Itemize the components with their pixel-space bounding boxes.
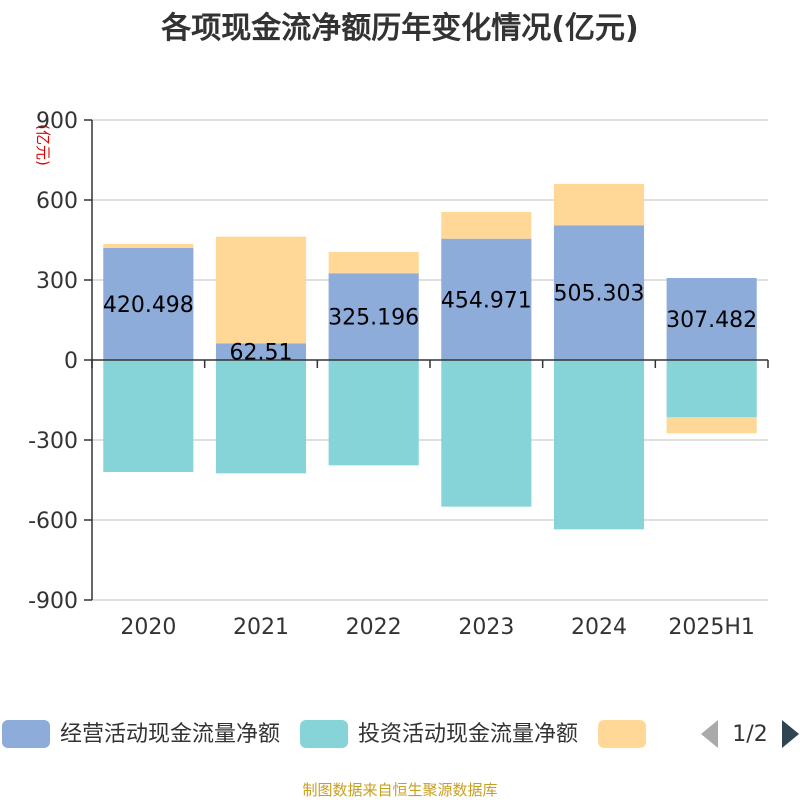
y-tick-label: -600: [28, 509, 78, 534]
bar-segment-series-3: [328, 251, 419, 274]
data-label-layer: 420.498 62.51 325.196 454.971 505.303 307.482: [103, 282, 757, 366]
y-tick-label: -300: [28, 429, 78, 454]
legend: 经营活动现金流量净额 投资活动现金流量净额 1/2: [2, 720, 799, 748]
bar-data-label: 420.498: [103, 293, 194, 318]
bar-data-label: 325.196: [328, 306, 419, 331]
x-tick-label: 2023: [458, 615, 514, 640]
bar-segment-series-3: [553, 183, 645, 226]
bar-data-label: 505.303: [554, 282, 645, 307]
bar-segment-series-2: [441, 360, 532, 507]
legend-next-page-button[interactable]: [782, 720, 799, 748]
legend-item-series-2[interactable]: 投资活动现金流量净额: [300, 720, 578, 748]
bar-segment-series-2: [215, 360, 307, 474]
y-tick-label: 0: [64, 349, 78, 374]
bar-data-label: 454.971: [441, 288, 532, 313]
bar-segment-series-2: [553, 360, 645, 530]
bar-segment-series-3: [666, 417, 757, 434]
x-tick-label: 2022: [346, 615, 402, 640]
bar-segment-series-1: [103, 247, 194, 360]
bar-segment-series-3: [215, 236, 307, 344]
bar-data-label: 307.482: [666, 308, 757, 333]
bar-segment-series-3: [103, 243, 194, 248]
legend-item-series-1[interactable]: 经营活动现金流量净额: [2, 720, 280, 748]
legend-label: 经营活动现金流量净额: [60, 722, 280, 747]
triangle-right-icon: [782, 720, 799, 748]
legend-swatch: [300, 720, 349, 748]
x-tick-label: 2025H1: [668, 615, 755, 640]
bar-layer: [103, 183, 757, 530]
bar-segment-series-2: [103, 360, 194, 472]
bar-segment-series-2: [328, 360, 419, 466]
bar-segment-series-1: [553, 225, 645, 360]
bar-segment-series-1: [328, 273, 419, 360]
bar-segment-series-3: [441, 212, 532, 239]
x-tick-label: 2021: [233, 615, 289, 640]
y-tick-label: 900: [36, 109, 78, 134]
y-tick-label: -900: [28, 589, 78, 614]
data-source-note: 制图数据来自恒生聚源数据库: [302, 781, 497, 799]
bar-segment-series-1: [666, 278, 757, 360]
legend-swatch: [598, 720, 647, 748]
legend-page-indicator: 1/2: [732, 722, 767, 747]
y-tick-label: 300: [36, 269, 78, 294]
bar-segment-series-1: [215, 343, 307, 360]
legend-prev-page-button[interactable]: [701, 720, 718, 748]
chart-title: 各项现金流净额历年变化情况(亿元): [160, 11, 638, 46]
grid-layer: [92, 119, 768, 601]
x-tick-label: 2024: [571, 615, 627, 640]
y-tick-label: 600: [36, 189, 78, 214]
legend-swatch: [2, 720, 50, 748]
legend-item-series-3[interactable]: [598, 720, 647, 748]
bar-segment-series-2: [666, 360, 757, 418]
legend-label: 投资活动现金流量净额: [358, 722, 578, 747]
y-axis-unit-label: (亿元): [34, 124, 52, 166]
bar-data-label: 62.51: [230, 341, 293, 366]
x-tick-label: 2020: [120, 615, 176, 640]
bar-segment-series-1: [441, 238, 532, 360]
axis-layer: -900 -600 -300 0 300 600 900 2020 2021 2022 2023 20…: [28, 109, 769, 640]
triangle-left-icon: [701, 720, 718, 748]
